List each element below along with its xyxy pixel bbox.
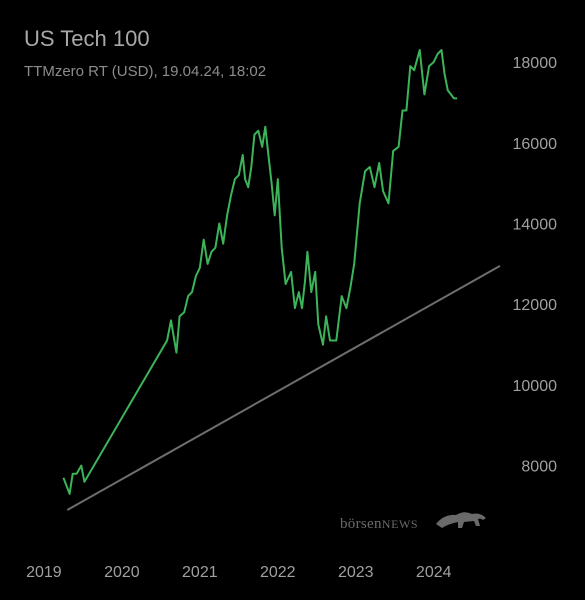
x-tick-label: 2019 xyxy=(26,564,62,581)
x-tick-label: 2022 xyxy=(260,564,296,581)
y-tick-label: 16000 xyxy=(513,136,558,153)
y-axis: 8000 10000 12000 14000 16000 18000 xyxy=(513,55,558,476)
x-tick-label: 2023 xyxy=(338,564,374,581)
y-tick-label: 12000 xyxy=(513,297,558,314)
trendline-layer xyxy=(66,265,501,511)
bull-icon xyxy=(436,512,486,528)
watermark-text-2: NEWS xyxy=(381,517,419,531)
chart-subtitle: TTMzero RT (USD), 19.04.24, 18:02 xyxy=(24,63,267,80)
x-tick-label: 2020 xyxy=(104,564,140,581)
y-tick-label: 14000 xyxy=(513,217,558,234)
series-line-0 xyxy=(62,49,458,495)
y-tick-label: 18000 xyxy=(513,55,558,72)
chart-title: US Tech 100 xyxy=(24,26,150,51)
y-tick-label: 10000 xyxy=(513,378,558,395)
series-layer xyxy=(62,49,458,495)
watermark-text-1: börsen xyxy=(340,516,382,532)
trendline xyxy=(66,265,501,511)
x-tick-label: 2021 xyxy=(182,564,218,581)
y-tick-label: 8000 xyxy=(521,459,557,476)
x-tick-label: 2024 xyxy=(416,564,452,581)
x-axis: 2019 2020 2021 2022 2023 2024 xyxy=(26,564,452,581)
watermark-logo: börsenNEWS xyxy=(340,512,486,533)
